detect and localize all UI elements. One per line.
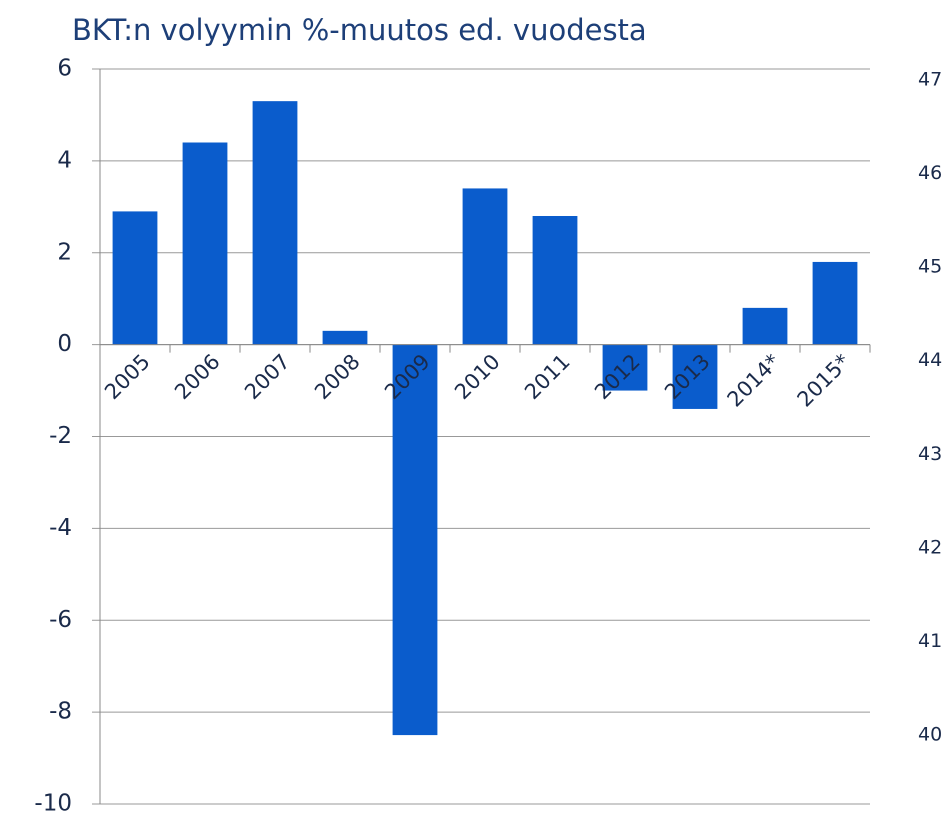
y2-tick-label: 40 <box>918 724 942 746</box>
x-tick-label: 2007 <box>240 349 295 404</box>
y2-tick-label: 47 <box>918 69 942 91</box>
y-tick-label: 2 <box>57 239 72 265</box>
bar <box>812 261 858 345</box>
x-tick-label: 2010 <box>450 349 505 404</box>
y-tick-label: 6 <box>57 56 72 82</box>
y-tick-label: -4 <box>49 515 72 541</box>
bar <box>602 344 648 391</box>
bar <box>252 101 298 345</box>
bar <box>672 344 718 409</box>
y-tick-label: -10 <box>34 791 72 816</box>
bar <box>182 142 228 345</box>
y2-tick-label: 44 <box>918 349 942 371</box>
x-tick-label: 2011 <box>520 349 575 404</box>
y2-tick-label: 43 <box>918 443 942 465</box>
bar <box>322 330 368 345</box>
y2-tick-label: 41 <box>918 630 942 652</box>
bar <box>112 211 158 345</box>
y-tick-label: -2 <box>49 423 72 449</box>
y-tick-label: -8 <box>49 699 72 725</box>
y2-tick-label: 42 <box>918 536 942 558</box>
bar <box>742 307 788 345</box>
y-tick-label: -6 <box>49 607 72 633</box>
y-tick-label: 4 <box>57 147 72 173</box>
y2-tick-label: 46 <box>918 162 942 184</box>
bar <box>392 344 438 736</box>
x-tick-label: 2015* <box>793 349 855 411</box>
x-tick-label: 2014* <box>723 349 785 411</box>
y-tick-label: 0 <box>57 331 72 357</box>
y2-tick-label: 45 <box>918 256 942 278</box>
chart-title: BKT:n volyymin %-muutos ed. vuodesta <box>72 13 647 47</box>
x-tick-label: 2008 <box>310 349 365 404</box>
bar <box>462 188 508 345</box>
bar <box>532 216 578 345</box>
x-tick-label: 2005 <box>100 349 155 404</box>
x-tick-label: 2006 <box>170 349 225 404</box>
